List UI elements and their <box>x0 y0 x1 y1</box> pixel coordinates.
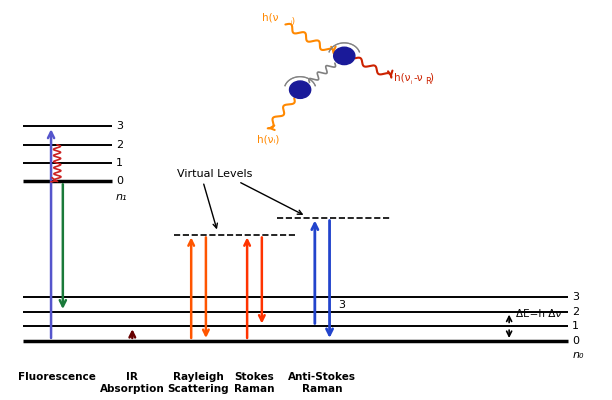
Text: h(ν: h(ν <box>394 73 411 83</box>
Text: n₁: n₁ <box>116 192 127 202</box>
Text: 2: 2 <box>572 307 579 317</box>
Text: Stokes
Raman: Stokes Raman <box>234 372 275 394</box>
Text: h(ν: h(ν <box>263 12 279 22</box>
Text: ᵢ: ᵢ <box>410 76 412 86</box>
Text: 3: 3 <box>116 121 123 131</box>
Text: n₀: n₀ <box>572 350 584 360</box>
Circle shape <box>334 47 355 64</box>
Text: 0: 0 <box>116 176 123 186</box>
Text: 3: 3 <box>338 300 345 310</box>
Text: Fluorescence: Fluorescence <box>18 372 96 382</box>
Text: -ν: -ν <box>413 73 423 83</box>
Text: Rayleigh
Scattering: Rayleigh Scattering <box>168 372 230 394</box>
Text: ): ) <box>429 73 433 83</box>
Text: ΔE=h Δν: ΔE=h Δν <box>516 309 561 319</box>
Circle shape <box>289 81 311 98</box>
Text: h(νᵢ): h(νᵢ) <box>256 134 279 144</box>
Text: 0: 0 <box>572 336 579 346</box>
Text: ᵢ): ᵢ) <box>290 17 295 26</box>
Text: IR
Absorption: IR Absorption <box>100 372 165 394</box>
Text: 1: 1 <box>116 158 123 168</box>
Text: 3: 3 <box>572 292 579 302</box>
Text: 2: 2 <box>116 140 123 150</box>
Text: Virtual Levels: Virtual Levels <box>177 169 252 179</box>
Text: R: R <box>425 76 431 86</box>
Text: 1: 1 <box>572 321 579 331</box>
Text: Anti-Stokes
Raman: Anti-Stokes Raman <box>288 372 356 394</box>
